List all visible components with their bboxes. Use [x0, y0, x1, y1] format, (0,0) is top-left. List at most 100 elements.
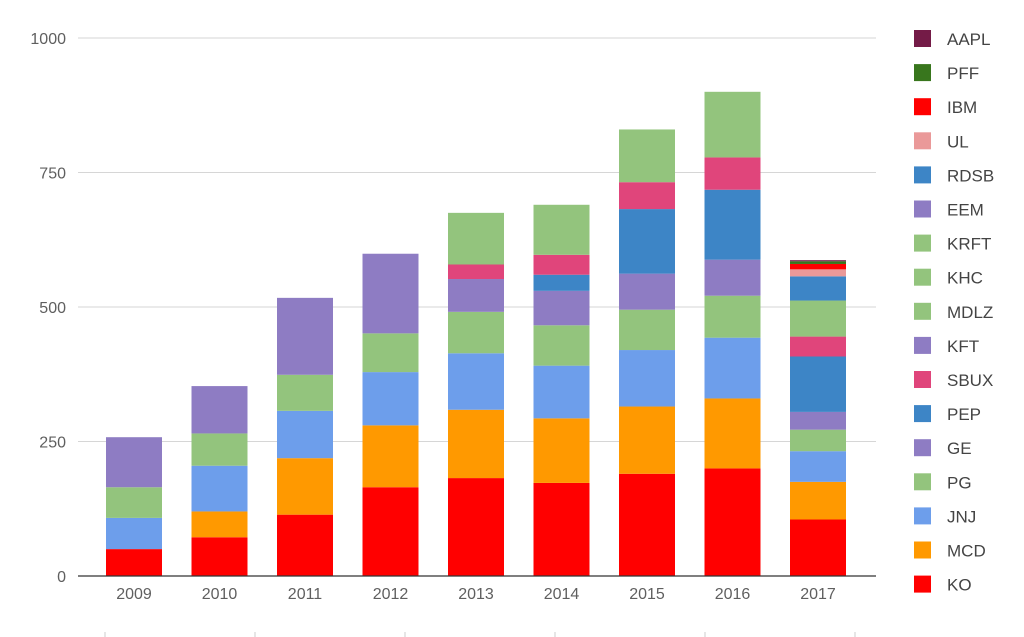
bar-segment	[704, 398, 761, 469]
bar-segment	[362, 487, 419, 576]
bar-segment	[362, 425, 419, 488]
legend-label: SBUX	[947, 371, 993, 390]
bar-segment	[362, 372, 419, 426]
bar-segment	[362, 333, 419, 373]
bar-segment	[448, 478, 504, 576]
legend-swatch	[914, 30, 931, 47]
bar-segment	[790, 481, 846, 520]
bar-segment	[277, 458, 333, 515]
bar-segment	[704, 91, 761, 158]
bar-stack-2016	[704, 91, 761, 576]
bar-segment	[191, 433, 248, 466]
bar-segment	[191, 465, 248, 512]
legend-swatch	[914, 302, 931, 320]
bar-segment	[533, 325, 590, 366]
legend-item-aapl: AAPL	[914, 30, 990, 49]
x-axis-tick-labels: 2009 2010 2011 2012 2013 2014 2015 2016 2017	[116, 586, 836, 603]
legend-swatch	[914, 439, 931, 457]
y-tick-label: 750	[39, 166, 66, 183]
bar-stack-2012	[362, 253, 419, 576]
legend-item-pep: PEP	[914, 405, 981, 424]
bar-stack-2015	[619, 129, 675, 576]
x-tick-label: 2013	[458, 586, 494, 603]
bar-segment	[533, 254, 590, 275]
bar-segment	[790, 263, 846, 270]
legend-item-eem: EEM	[914, 200, 984, 220]
bar-stack-2010	[191, 386, 248, 576]
bar-segment	[277, 297, 333, 375]
bar-segment	[790, 269, 846, 277]
bar-stack-2014	[533, 204, 590, 576]
legend-label: KRFT	[947, 235, 991, 254]
bar-segment	[533, 204, 590, 255]
bar-segment	[619, 129, 675, 183]
x-tick-label: 2015	[629, 586, 665, 603]
legend-label: PEP	[947, 405, 981, 424]
bar-segment	[277, 410, 333, 459]
bar-segment	[790, 276, 846, 301]
legend-swatch	[914, 268, 931, 286]
legend-label: AAPL	[947, 30, 990, 49]
bar-stack-2009	[106, 437, 162, 576]
bar-segment	[619, 406, 675, 474]
x-tick-label: 2012	[373, 586, 409, 603]
legend-label: KFT	[947, 337, 979, 356]
bar-segment	[790, 411, 846, 430]
bar-segment	[448, 353, 504, 410]
legend-item-ul: UL	[914, 132, 969, 151]
legend-label: RDSB	[947, 166, 994, 185]
bar-segment	[619, 473, 675, 576]
bar-segment	[790, 519, 846, 576]
y-axis-tick-labels: 0 250 500 750 1000	[30, 31, 66, 586]
legend-label: IBM	[947, 98, 977, 117]
x-tick-label: 2010	[202, 586, 238, 603]
bar-segment	[533, 274, 590, 291]
bar-segment	[362, 253, 419, 334]
bar-segment	[790, 336, 846, 357]
legend-label: MDLZ	[947, 303, 993, 322]
legend-item-pg: PG	[914, 473, 972, 492]
legend-item-rdsb: RDSB	[914, 166, 994, 185]
legend-item-kft: KFT	[914, 336, 979, 356]
legend-item-ibm: IBM	[914, 98, 977, 117]
bar-stack-2013	[448, 212, 504, 576]
legend-swatch	[914, 507, 931, 525]
bar-segment	[790, 451, 846, 482]
legend-swatch	[914, 473, 931, 491]
y-tick-label: 0	[57, 569, 66, 586]
legend-swatch	[914, 98, 931, 116]
y-tick-label: 500	[39, 300, 66, 317]
bar-segment	[533, 365, 590, 419]
bar-segment	[106, 549, 162, 576]
legend-swatch	[914, 64, 931, 82]
bar-segment	[448, 212, 504, 265]
legend-label: KHC	[947, 269, 983, 288]
legend-item-ge: GE	[914, 439, 972, 458]
bar-segment	[619, 350, 675, 407]
bar-segment	[619, 209, 675, 274]
legend-item-mcd: MCD	[914, 541, 986, 561]
bar-segment	[191, 386, 248, 434]
bar-segment	[790, 261, 846, 264]
bar-stack-2017	[790, 260, 846, 576]
bar-segment	[448, 264, 504, 280]
bar-segment	[704, 337, 761, 399]
bar-segment	[106, 517, 162, 550]
legend-label: PFF	[947, 64, 979, 83]
legend-swatch	[914, 405, 931, 423]
legend-item-khc: KHC	[914, 268, 983, 288]
bar-segment	[106, 487, 162, 518]
legend-label: KO	[947, 576, 972, 595]
x-tick-label: 2016	[715, 586, 751, 603]
bar-segment	[704, 189, 761, 260]
bar-segment	[619, 309, 675, 351]
legend-item-jnj: JNJ	[914, 507, 976, 526]
bar-segment	[704, 157, 761, 190]
legend-item-ko: KO	[914, 575, 972, 595]
legend-swatch	[914, 541, 931, 559]
legend-swatch	[914, 234, 931, 252]
bar-segment	[790, 260, 846, 262]
bar-segment	[790, 356, 846, 412]
bar-segment	[704, 295, 761, 338]
bar-segment	[790, 300, 846, 337]
